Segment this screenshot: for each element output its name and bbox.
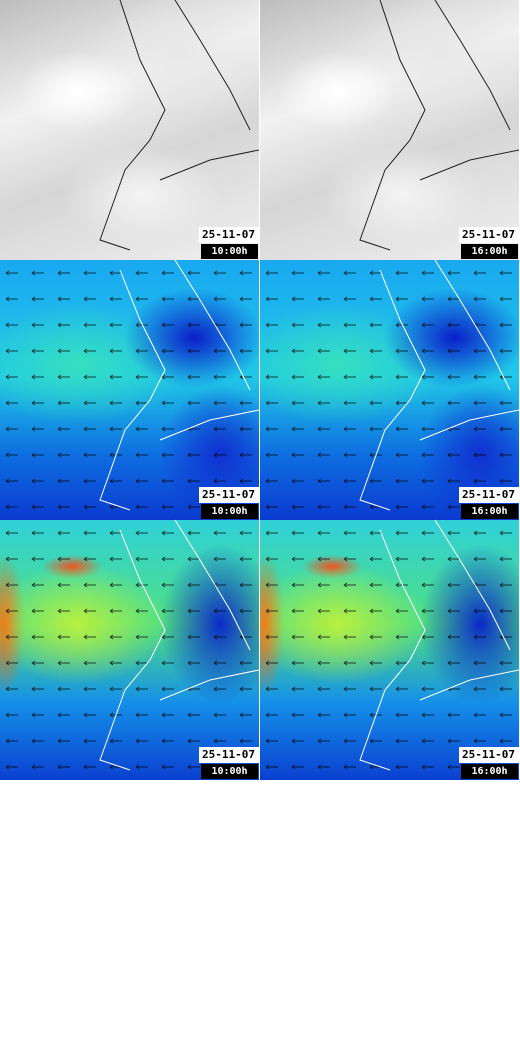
map-overlay — [0, 0, 520, 780]
date-label: 25-11-07 — [199, 487, 259, 503]
wind-arrows — [260, 260, 519, 780]
coastlines — [99, 0, 520, 771]
date-label: 25-11-07 — [199, 747, 259, 763]
satellite-map — [260, 0, 519, 260]
date-label: 25-11-07 — [459, 487, 519, 503]
date-label: 25-11-07 — [199, 227, 259, 243]
satellite-map — [0, 0, 259, 260]
date-label: 25-11-07 — [459, 227, 519, 243]
time-label: 10:00h — [201, 764, 258, 779]
time-label: 16:00h — [461, 764, 518, 779]
time-label: 16:00h — [461, 504, 518, 519]
date-label: 25-11-07 — [459, 747, 519, 763]
time-label: 10:00h — [201, 504, 258, 519]
time-label: 10:00h — [201, 244, 258, 259]
wind-arrows — [0, 260, 259, 780]
time-label: 16:00h — [461, 244, 518, 259]
